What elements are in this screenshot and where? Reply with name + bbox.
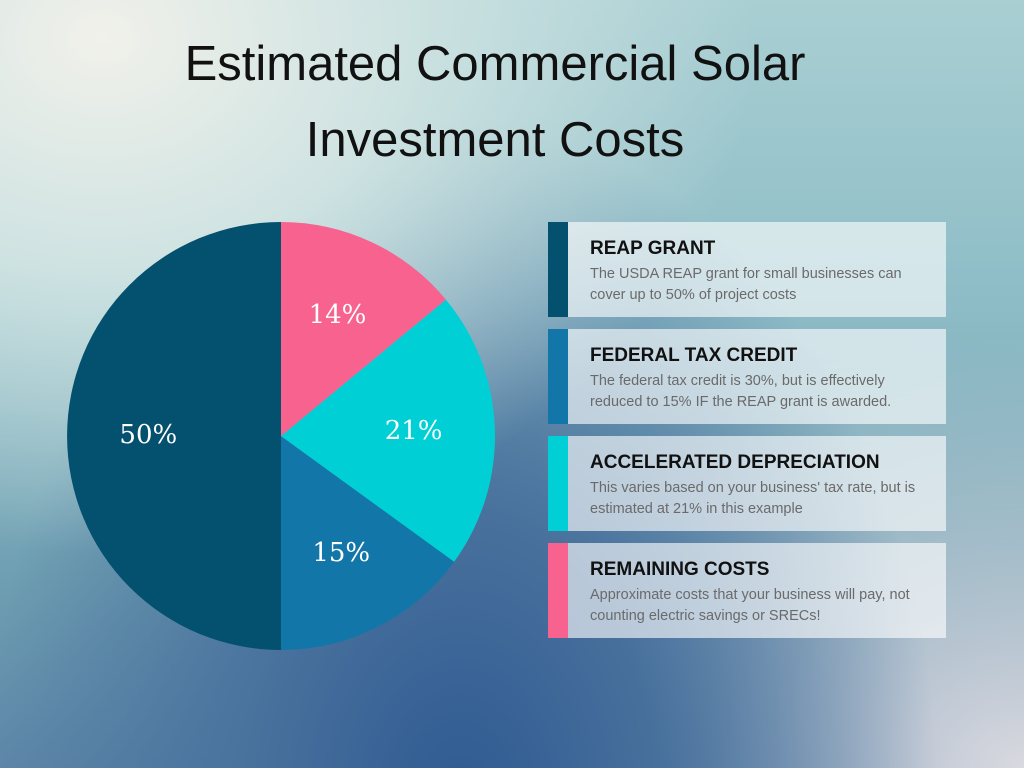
legend-swatch <box>548 543 568 638</box>
slice-label: 21% <box>385 416 443 446</box>
pie-slice <box>281 299 495 562</box>
legend-title: ACCELERATED DEPRECIATION <box>590 452 880 473</box>
legend-description: The federal tax credit is 30%, but is ef… <box>590 373 892 410</box>
slice-label: 15% <box>312 538 370 568</box>
legend-title: REMAINING COSTS <box>590 559 770 580</box>
legend-card: ACCELERATED DEPRECIATION This varies base… <box>548 436 946 531</box>
legend-title: REAP GRANT <box>590 238 716 259</box>
chart-title: Estimated Commercial Solar Investment Co… <box>184 37 806 167</box>
slice-label: 14% <box>309 300 367 330</box>
legend-description: This varies based on your business' tax … <box>590 480 916 517</box>
legend-swatch <box>548 436 568 531</box>
pie-slice <box>281 222 446 436</box>
legend-card: REMAINING COSTS Approximate costs that yo… <box>548 543 946 638</box>
pie-slice <box>67 222 281 650</box>
legend-card: REAP GRANT The USDA REAP grant for small … <box>548 222 946 317</box>
legend-swatch <box>548 329 568 424</box>
legend-description: The USDA REAP grant for small businesses… <box>590 266 902 303</box>
legend-description: Approximate costs that your business wil… <box>590 587 910 624</box>
pie-chart: 50% 15% 21% 14% <box>67 222 495 650</box>
slice-label: 50% <box>119 420 177 450</box>
legend-swatch <box>548 222 568 317</box>
legend-card: FEDERAL TAX CREDIT The federal tax credit… <box>548 329 946 424</box>
pie-slice <box>281 436 455 650</box>
legend-title: FEDERAL TAX CREDIT <box>590 345 798 366</box>
